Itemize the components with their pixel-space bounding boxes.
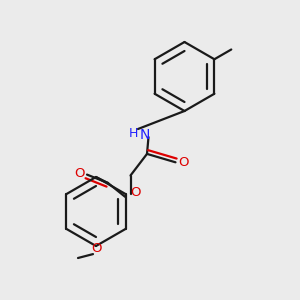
Text: H: H [129, 127, 138, 140]
Text: N: N [140, 128, 150, 142]
Text: O: O [130, 186, 141, 200]
Text: O: O [74, 167, 85, 180]
Text: O: O [91, 242, 101, 256]
Text: O: O [179, 156, 189, 169]
